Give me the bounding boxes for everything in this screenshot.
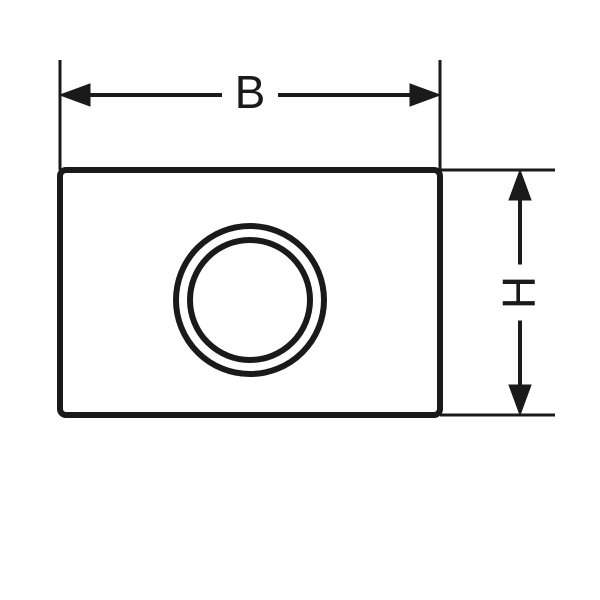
dimension-arrowhead <box>60 84 90 106</box>
dimension-arrowhead <box>509 170 531 200</box>
button-outer-circle <box>176 226 324 374</box>
plate-rect <box>60 170 440 415</box>
dimension-arrowhead <box>509 385 531 415</box>
dimension-arrowhead <box>410 84 440 106</box>
width-dimension-label: B <box>235 66 266 118</box>
technical-drawing: BH <box>0 0 600 600</box>
height-dimension-label: H <box>493 276 545 309</box>
button-inner-circle <box>190 240 310 360</box>
